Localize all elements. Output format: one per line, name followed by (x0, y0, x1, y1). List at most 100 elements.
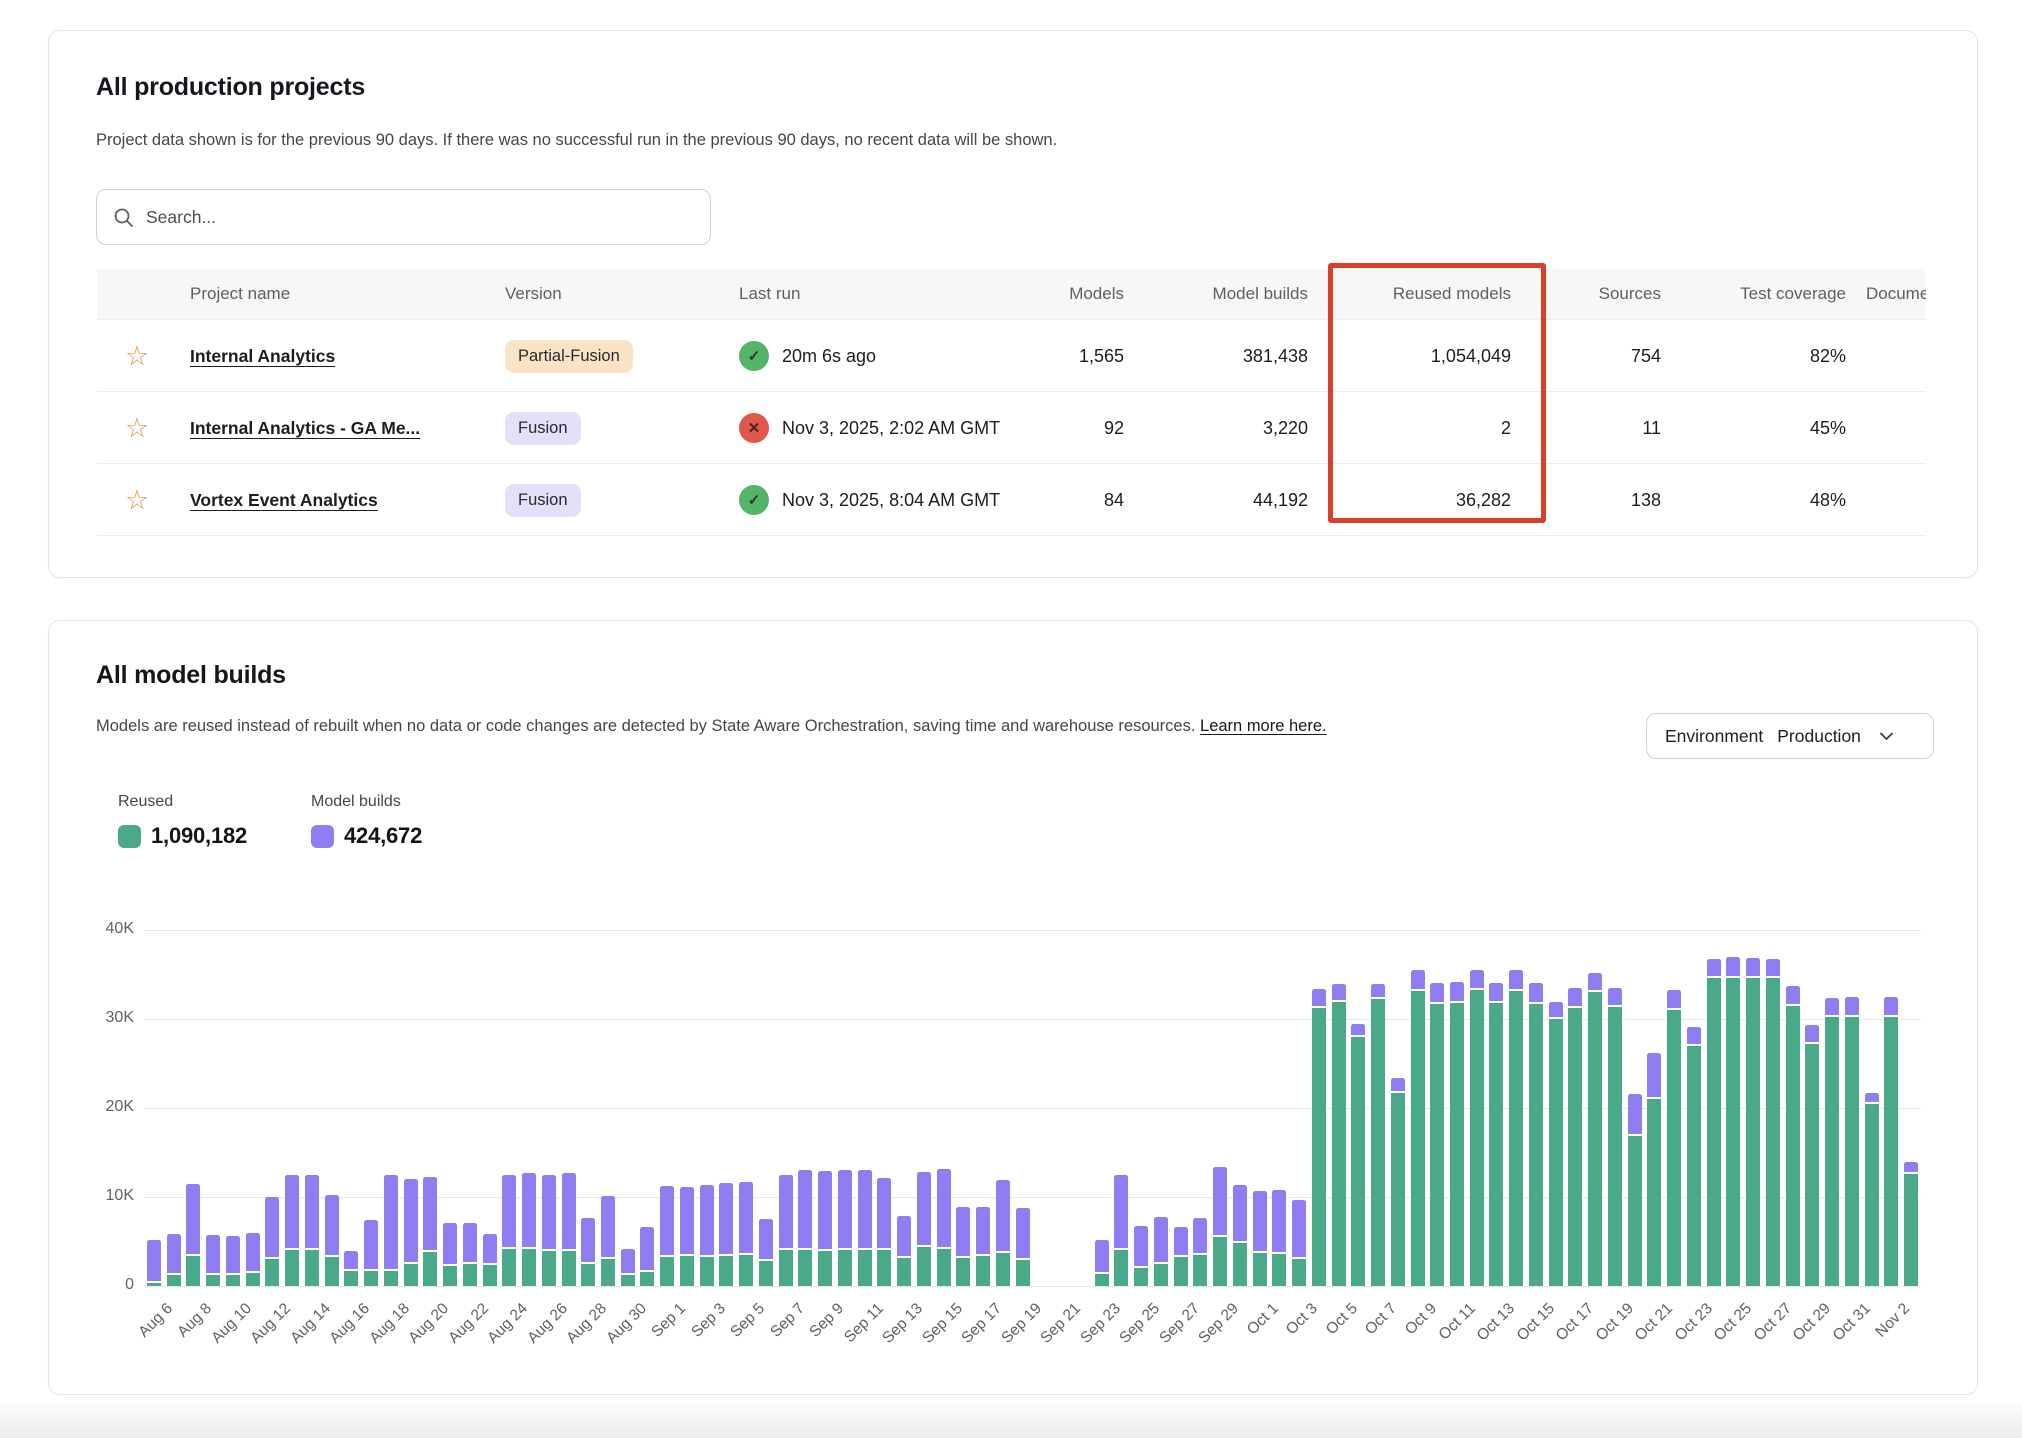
model-builds-segment (325, 1195, 339, 1255)
models-value: 92 (987, 392, 1124, 464)
y-axis-tick-label: 40K (74, 920, 134, 938)
reused-segment (1154, 1264, 1168, 1286)
stacked-bar (1529, 983, 1543, 1286)
y-axis-tick-label: 30K (74, 1009, 134, 1027)
reused-segment (1292, 1259, 1306, 1286)
model-builds-segment (1332, 984, 1346, 1000)
model-builds-segment (344, 1251, 358, 1269)
reused-segment (186, 1256, 200, 1286)
reused-segment (937, 1249, 951, 1286)
stacked-bar (1509, 970, 1523, 1286)
model-builds-segment (759, 1219, 773, 1259)
stacked-bar (522, 1173, 536, 1286)
projects-card-subtitle: Project data shown is for the previous 9… (96, 131, 1057, 150)
model-builds-segment (1351, 1024, 1365, 1035)
reused-segment (719, 1256, 733, 1286)
model-builds-segment (1489, 983, 1503, 1001)
stacked-bar (996, 1180, 1010, 1286)
favorite-star-icon[interactable]: ☆ (125, 487, 149, 514)
model-builds-segment (147, 1240, 161, 1282)
stacked-bar (1174, 1227, 1188, 1286)
reused-segment (1766, 978, 1780, 1286)
reused-segment (1845, 1017, 1859, 1286)
stacked-bar (1865, 1093, 1879, 1286)
model-builds-segment (167, 1234, 181, 1273)
reused-segment (1588, 992, 1602, 1286)
stacked-bar (1292, 1200, 1306, 1286)
stacked-bar (1312, 989, 1326, 1286)
run-status-icon: ✓ (739, 341, 769, 371)
version-badge: Fusion (505, 484, 581, 517)
production-projects-card: All production projects Project data sho… (48, 30, 1978, 578)
project-name-link[interactable]: Vortex Event Analytics (190, 490, 378, 511)
model-builds-segment (1134, 1226, 1148, 1266)
reused-models-value: 1,054,049 (1347, 320, 1511, 392)
reused-segment (1016, 1260, 1030, 1286)
reused-segment (858, 1250, 872, 1286)
model-builds-segment (779, 1175, 793, 1248)
reused-segment (1825, 1017, 1839, 1286)
reused-segment (1430, 1004, 1444, 1286)
reused-segment (1114, 1250, 1128, 1286)
model-builds-segment (206, 1235, 220, 1273)
project-name-link[interactable]: Internal Analytics - GA Me... (190, 418, 420, 439)
reused-segment (759, 1261, 773, 1286)
project-name-link[interactable]: Internal Analytics (190, 346, 335, 367)
model-builds-segment (463, 1223, 477, 1262)
reused-segment (897, 1258, 911, 1286)
reused-segment (1628, 1136, 1642, 1286)
project-search[interactable] (96, 189, 711, 245)
stacked-bar (325, 1195, 339, 1286)
reused-segment (1450, 1003, 1464, 1286)
version-badge: Fusion (505, 412, 581, 445)
model-builds-segment (265, 1197, 279, 1258)
reused-segment (621, 1275, 635, 1286)
stacked-bar (858, 1170, 872, 1286)
model-builds-segment (897, 1216, 911, 1256)
model-builds-segment (601, 1196, 615, 1257)
model-builds-segment (1371, 984, 1385, 996)
stacked-bar (1647, 1053, 1661, 1286)
stacked-bar (621, 1249, 635, 1286)
stacked-bar (1154, 1217, 1168, 1286)
test-coverage-value: 48% (1687, 464, 1846, 536)
search-input[interactable] (146, 207, 694, 228)
stacked-bar (581, 1218, 595, 1286)
reused-segment (1253, 1253, 1267, 1286)
stacked-bar (1332, 984, 1346, 1286)
stacked-bar (285, 1175, 299, 1286)
stacked-bar (265, 1197, 279, 1286)
reused-segment (1332, 1002, 1346, 1286)
model-builds-segment (1608, 988, 1622, 1006)
stacked-bar (1628, 1094, 1642, 1286)
col-project-name: Project name (190, 269, 495, 319)
reused-segment (265, 1259, 279, 1286)
stacked-bar (246, 1233, 260, 1286)
col-model-builds: Model builds (1147, 269, 1308, 319)
model-builds-segment (1292, 1200, 1306, 1257)
model-builds-segment (1805, 1025, 1819, 1042)
col-documentation: Documentation (1866, 269, 1926, 319)
reused-segment (798, 1250, 812, 1286)
stacked-bar (1134, 1226, 1148, 1286)
reused-segment (640, 1272, 654, 1286)
model-builds-segment (1095, 1240, 1109, 1272)
stacked-bar (838, 1170, 852, 1286)
model-builds-segment (996, 1180, 1010, 1251)
reused-segment (1312, 1008, 1326, 1286)
reused-models-value: 36,282 (1347, 464, 1511, 536)
stacked-bar (404, 1179, 418, 1286)
favorite-star-icon[interactable]: ☆ (125, 415, 149, 442)
model-builds-segment (956, 1207, 970, 1255)
y-axis-tick-label: 20K (74, 1098, 134, 1116)
col-test-coverage: Test coverage (1687, 269, 1846, 319)
col-last-run: Last run (739, 269, 1015, 319)
reused-segment (1233, 1243, 1247, 1286)
stacked-bar (384, 1175, 398, 1286)
reused-segment (700, 1257, 714, 1286)
reused-segment (1608, 1007, 1622, 1286)
favorite-star-icon[interactable]: ☆ (125, 343, 149, 370)
model-builds-segment (1411, 970, 1425, 990)
model-builds-segment (1904, 1162, 1918, 1172)
stacked-bar (1805, 1025, 1819, 1286)
